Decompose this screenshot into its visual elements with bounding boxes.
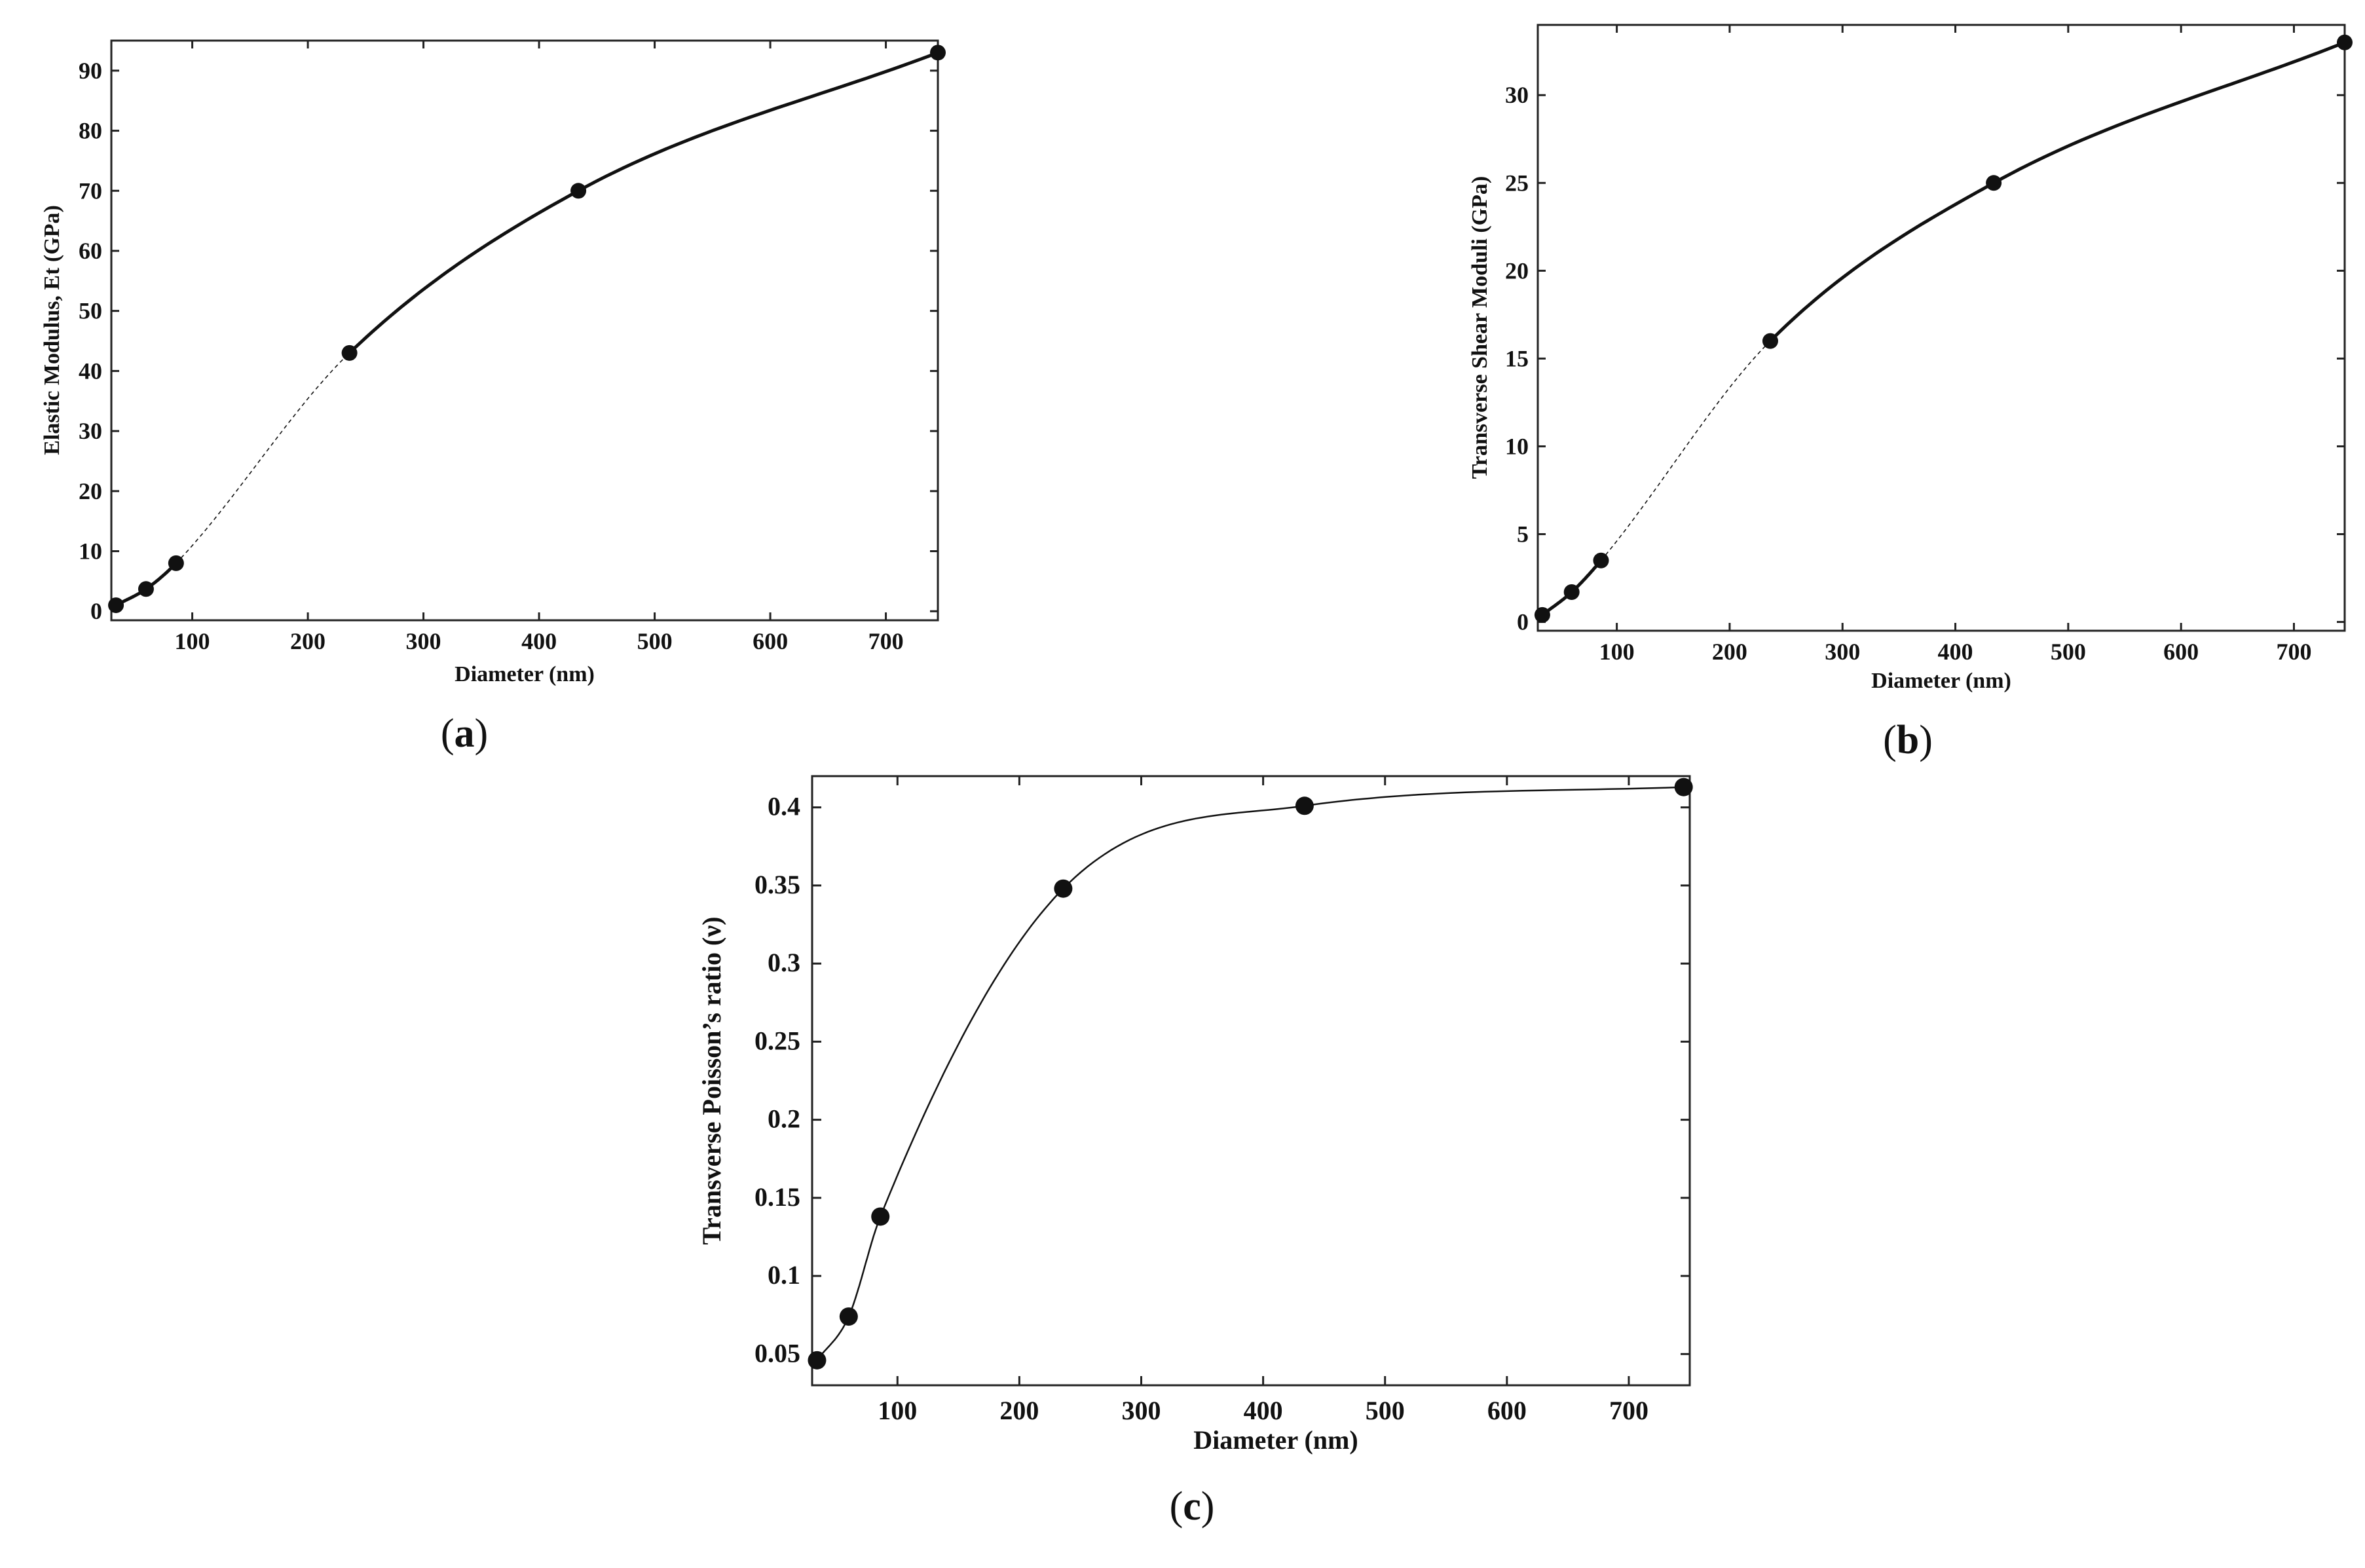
- y-tick-label: 0.15: [754, 1182, 800, 1212]
- x-tick-label: 600: [2163, 639, 2199, 665]
- y-tick-label: 10: [79, 538, 102, 565]
- data-point: [1295, 796, 1314, 815]
- x-tick-label: 700: [868, 628, 904, 654]
- data-point: [839, 1307, 858, 1326]
- series-line-segment: [348, 189, 580, 354]
- y-tick-label: 60: [79, 238, 102, 264]
- y-tick-label: 0.4: [768, 792, 800, 821]
- x-axis-label-c: Diameter (nm): [1193, 1425, 1358, 1455]
- y-tick-label: 10: [1505, 433, 1529, 459]
- data-point: [1986, 175, 2002, 191]
- y-tick-label: 0.1: [768, 1260, 800, 1290]
- chart-panel-b: 100 200 300 400 500 600 700 0 5 10 15 20 25 30 Diamet…: [1468, 24, 2353, 762]
- panel-label-c: (c): [1170, 1484, 1215, 1529]
- x-tick-label: 600: [753, 628, 788, 654]
- data-point: [1054, 879, 1073, 898]
- x-tick-label: 300: [406, 628, 441, 654]
- x-tick-label: 300: [1122, 1396, 1161, 1425]
- y-tick-label: 40: [79, 358, 102, 384]
- y-tick-label: 70: [79, 177, 102, 204]
- series-line-segment: [847, 1216, 882, 1317]
- data-point: [168, 555, 184, 571]
- x-tick-label: 200: [290, 628, 326, 654]
- x-tick-label: 600: [1487, 1396, 1527, 1425]
- x-tick-label: 200: [1712, 639, 1747, 665]
- y-tick-label: 90: [79, 58, 102, 84]
- y-axis-label-a: Elastic Modulus, Et (GPa): [40, 205, 64, 455]
- y-axis-label-b: Transverse Shear Moduli (GPa): [1468, 176, 1492, 479]
- data-point: [1762, 333, 1778, 349]
- y-tick-label: 80: [79, 118, 102, 144]
- x-axis-label-b: Diameter (nm): [1871, 669, 2011, 693]
- y-tick-label: 30: [1505, 82, 1529, 108]
- series-line-segment: [1992, 41, 2345, 185]
- x-tick-label: 100: [878, 1396, 917, 1425]
- y-tick-label: 30: [79, 418, 102, 444]
- data-point: [930, 45, 946, 61]
- x-tick-label: 100: [175, 628, 210, 654]
- x-tick-label: 400: [1244, 1396, 1283, 1425]
- series-line-segment: [577, 50, 939, 193]
- y-tick-label: 15: [1505, 345, 1529, 371]
- x-tick-label: 100: [1599, 639, 1635, 665]
- x-axis-label-a: Diameter (nm): [455, 662, 595, 686]
- data-point: [871, 1207, 890, 1226]
- y-tick-label: 0.2: [768, 1104, 800, 1134]
- data-point: [808, 1351, 827, 1370]
- y-tick-label: 50: [79, 298, 102, 324]
- y-tick-label: 0.3: [768, 948, 800, 977]
- y-tick-label: 0.05: [754, 1338, 800, 1368]
- data-point: [1534, 607, 1550, 623]
- series-line-segment: [880, 887, 1064, 1217]
- x-tick-label: 500: [2051, 639, 2086, 665]
- data-point: [341, 345, 358, 361]
- series-line-segment: [1769, 181, 1995, 343]
- data-point: [1674, 777, 1693, 796]
- chart-panel-c: 100 200 300 400 500 600 700 0.05 0.1 0.15 0.2 0.25 0…: [697, 775, 1693, 1529]
- y-tick-label: 0: [90, 598, 102, 624]
- y-tick-label: 25: [1505, 170, 1529, 196]
- plot-frame-b: [1536, 24, 2346, 632]
- y-tick-label: 0.25: [754, 1026, 800, 1055]
- y-tick-label: 20: [79, 478, 102, 504]
- panel-label-b: (b): [1883, 718, 1933, 762]
- series-line-segment: [176, 352, 350, 564]
- y-tick-label: 5: [1517, 521, 1529, 548]
- chart-panel-a: 100 200 300 400 500 600 700 0 10 20 30 40 50 60 70 80 90…: [40, 39, 946, 756]
- series-line-segment: [1062, 805, 1305, 889]
- x-tick-label: 200: [999, 1396, 1039, 1425]
- y-axis-label-c: Transverse Poisson’s ratio (ν): [697, 916, 726, 1244]
- series-line-segment: [1304, 786, 1684, 807]
- plot-frame-c: [811, 775, 1691, 1387]
- plot-frame-a: [110, 39, 939, 622]
- x-tick-label: 400: [1938, 639, 1973, 665]
- y-tick-label: 0: [1517, 609, 1529, 635]
- data-point: [108, 597, 124, 614]
- x-tick-label: 700: [1609, 1396, 1648, 1425]
- data-point: [570, 183, 587, 199]
- y-tick-label: 20: [1505, 257, 1529, 284]
- data-point: [1593, 552, 1609, 569]
- data-point: [2337, 34, 2353, 50]
- x-tick-label: 400: [521, 628, 557, 654]
- y-tick-label: 0.35: [754, 870, 800, 899]
- series-line-segment: [1600, 341, 1771, 561]
- x-tick-label: 500: [1366, 1396, 1405, 1425]
- panel-label-a: (a): [441, 711, 488, 756]
- data-point: [138, 581, 154, 597]
- x-tick-label: 700: [2276, 639, 2311, 665]
- data-point: [1563, 584, 1580, 601]
- x-tick-label: 300: [1825, 639, 1860, 665]
- x-tick-label: 500: [637, 628, 673, 654]
